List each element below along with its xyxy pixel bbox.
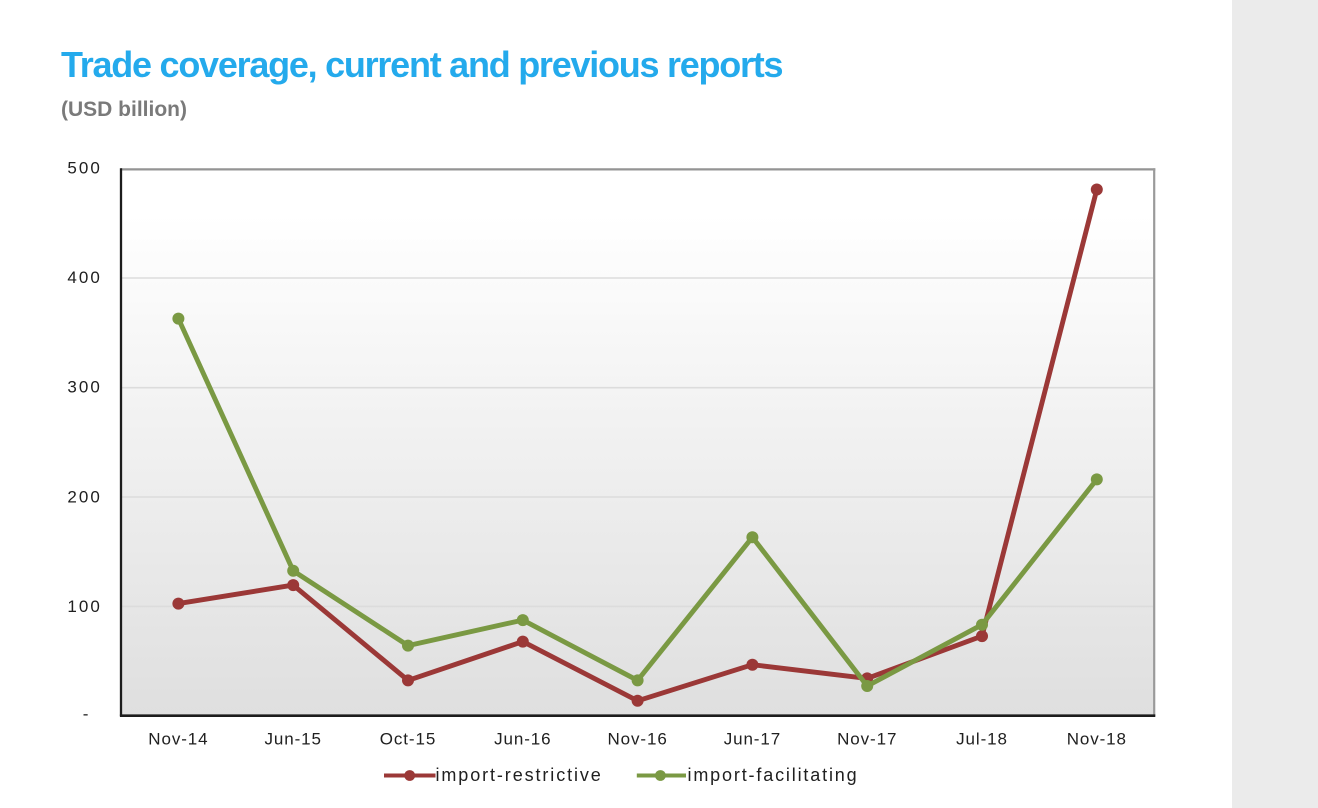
svg-text:import-facilitating: import-facilitating	[688, 765, 859, 785]
svg-text:Nov-18: Nov-18	[1067, 730, 1127, 749]
svg-text:import-restrictive: import-restrictive	[436, 765, 603, 785]
svg-text:Nov-16: Nov-16	[607, 730, 667, 749]
svg-text:200: 200	[67, 487, 101, 506]
svg-text:300: 300	[67, 378, 101, 397]
svg-text:Jun-15: Jun-15	[265, 730, 322, 749]
svg-text:Nov-17: Nov-17	[837, 730, 897, 749]
svg-text:Oct-15: Oct-15	[380, 730, 436, 749]
svg-text:Nov-14: Nov-14	[148, 730, 208, 749]
svg-text:-: -	[83, 704, 91, 723]
svg-text:400: 400	[67, 268, 101, 287]
svg-text:Jun-16: Jun-16	[494, 730, 551, 749]
svg-text:Jun-17: Jun-17	[724, 730, 781, 749]
svg-text:100: 100	[67, 597, 101, 616]
svg-text:Jul-18: Jul-18	[956, 730, 1008, 749]
svg-text:500: 500	[67, 159, 101, 178]
